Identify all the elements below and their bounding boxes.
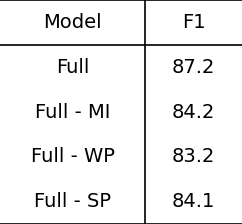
Text: 84.2: 84.2: [172, 103, 215, 121]
Text: 87.2: 87.2: [172, 58, 215, 77]
Text: 84.1: 84.1: [172, 192, 215, 211]
Text: 83.2: 83.2: [172, 147, 215, 166]
Text: Full: Full: [56, 58, 89, 77]
Text: Full - MI: Full - MI: [35, 103, 110, 121]
Text: Model: Model: [43, 13, 102, 32]
Text: F1: F1: [182, 13, 205, 32]
Text: Full - WP: Full - WP: [31, 147, 114, 166]
Text: Full - SP: Full - SP: [34, 192, 111, 211]
